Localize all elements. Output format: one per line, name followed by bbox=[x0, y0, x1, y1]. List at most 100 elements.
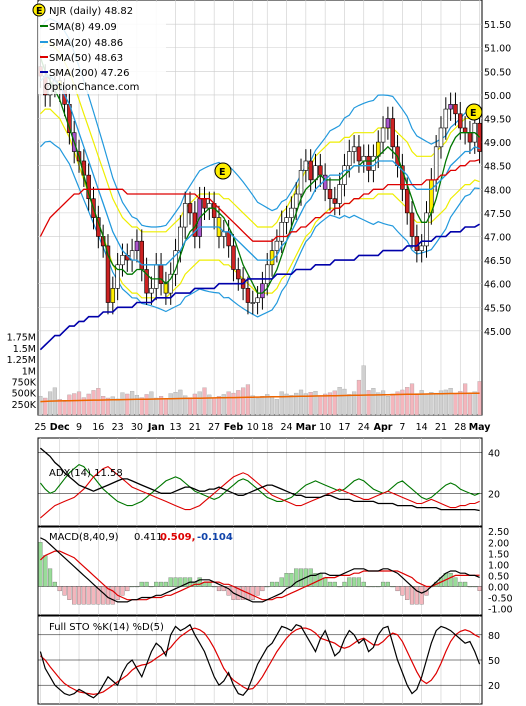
volume-bar bbox=[134, 395, 140, 416]
volume-bar bbox=[105, 397, 111, 416]
macd-value: 0.411, bbox=[134, 532, 166, 543]
volume-bar bbox=[81, 397, 86, 416]
macd-line bbox=[40, 537, 480, 603]
macd-histogram-bar bbox=[376, 586, 381, 588]
x-tick-label: 7 bbox=[399, 422, 405, 433]
volume-bar bbox=[467, 394, 473, 416]
candle-body bbox=[298, 170, 304, 195]
volume-bar bbox=[463, 383, 468, 416]
x-tick-label: 25 bbox=[34, 422, 46, 433]
macd-histogram-bar bbox=[96, 586, 101, 605]
volume-bar bbox=[274, 399, 279, 416]
volume-bar bbox=[323, 393, 328, 416]
volume-bar bbox=[448, 388, 453, 416]
candle-body bbox=[347, 151, 352, 167]
volume-bar bbox=[352, 391, 357, 416]
macd-histogram-bar bbox=[212, 586, 217, 588]
panel-frame bbox=[37, 0, 483, 416]
sma200-line bbox=[39, 223, 481, 351]
x-tick-label: Mar bbox=[296, 422, 317, 433]
volume-bar bbox=[115, 398, 120, 416]
volume-bar bbox=[269, 396, 275, 416]
volume-bar bbox=[380, 390, 386, 416]
candle-body bbox=[303, 160, 309, 171]
macd-histogram-bar bbox=[255, 586, 260, 596]
macd-histogram-bar bbox=[52, 581, 57, 587]
volume-bar bbox=[342, 388, 347, 416]
macd-histogram-bar bbox=[163, 581, 168, 587]
x-tick-label: 30 bbox=[131, 422, 143, 433]
macd-signal-line bbox=[39, 550, 480, 601]
candle-body bbox=[371, 155, 376, 171]
volume-bar bbox=[57, 399, 62, 416]
macd-histogram-bar bbox=[395, 586, 400, 592]
volume-bar bbox=[86, 393, 91, 416]
y-tick-label: 51.00 bbox=[484, 44, 511, 55]
macd-histogram-bar bbox=[130, 586, 135, 588]
macd-title: MACD(8,40,9) bbox=[49, 532, 119, 543]
macd-histogram-bar bbox=[385, 581, 390, 587]
sma8-line bbox=[39, 56, 481, 294]
volume-bar bbox=[101, 396, 106, 416]
volume-bar bbox=[327, 392, 333, 416]
macd-histogram-bar bbox=[47, 568, 53, 587]
volume-bar bbox=[289, 395, 294, 416]
earnings-marker-icon bbox=[32, 3, 46, 17]
volume-bar bbox=[120, 392, 125, 416]
macd-histogram-bar bbox=[173, 577, 178, 587]
volume-bar bbox=[371, 388, 376, 416]
candle-body bbox=[105, 245, 111, 303]
candle-body bbox=[202, 198, 207, 209]
volume-bar bbox=[419, 390, 424, 416]
volume-bar bbox=[212, 397, 217, 416]
candle-body bbox=[404, 188, 410, 214]
macd-histogram-bar bbox=[294, 568, 299, 587]
macd-tick-label: 2.00 bbox=[488, 538, 509, 549]
macd-histogram-bar bbox=[361, 581, 366, 587]
volume-tick-label: 750K bbox=[12, 377, 37, 388]
volume-bar bbox=[385, 396, 390, 416]
macd-histogram-bar bbox=[72, 586, 77, 605]
y-tick-label: 48.50 bbox=[484, 162, 511, 173]
macd-histogram-bar bbox=[419, 586, 424, 605]
x-tick-label: 16 bbox=[92, 422, 104, 433]
candle-body bbox=[424, 212, 429, 247]
volume-bar bbox=[313, 391, 318, 416]
candle-body bbox=[120, 255, 125, 266]
macd-histogram-bar bbox=[144, 581, 149, 587]
macd-histogram-bar bbox=[371, 586, 376, 588]
x-tick-label: Jan bbox=[147, 422, 165, 433]
candle-body bbox=[433, 146, 439, 181]
macd-histogram-bar bbox=[168, 577, 173, 587]
volume-bar bbox=[438, 390, 444, 416]
x-tick-label: 10 bbox=[319, 422, 331, 433]
sma20-line bbox=[39, 75, 480, 266]
volume-bar bbox=[38, 396, 43, 416]
y-tick-label: 50.00 bbox=[484, 91, 511, 102]
macd-histogram-bar bbox=[356, 577, 362, 587]
y-tick-label: 47.50 bbox=[484, 209, 511, 220]
volume-tick-label: 1.75M bbox=[7, 333, 36, 344]
macd-histogram-bar bbox=[260, 586, 265, 592]
y-tick-label: 49.50 bbox=[484, 115, 511, 126]
legend-title: NJR (daily) 48.82 bbox=[49, 6, 133, 17]
candle-body bbox=[322, 174, 328, 190]
x-tick-label: 27 bbox=[208, 422, 220, 433]
candle-body bbox=[144, 269, 149, 294]
candle-body bbox=[409, 212, 415, 237]
macd-histogram-bar bbox=[67, 586, 72, 600]
candle-body bbox=[192, 212, 198, 237]
candle-body bbox=[221, 231, 227, 237]
volume-panel bbox=[38, 365, 482, 416]
y-tick-label: 46.50 bbox=[484, 256, 511, 267]
y-tick-label: 48.00 bbox=[484, 185, 511, 196]
y-tick-label: 50.50 bbox=[484, 67, 511, 78]
volume-bar bbox=[255, 397, 260, 416]
macd-histogram-bar bbox=[463, 581, 468, 587]
volume-bar bbox=[245, 384, 251, 416]
candle-body bbox=[308, 160, 313, 181]
x-tick-label: Apr bbox=[374, 422, 393, 433]
volume-tick-label: 500K bbox=[12, 389, 37, 400]
volume-bar bbox=[265, 394, 270, 416]
